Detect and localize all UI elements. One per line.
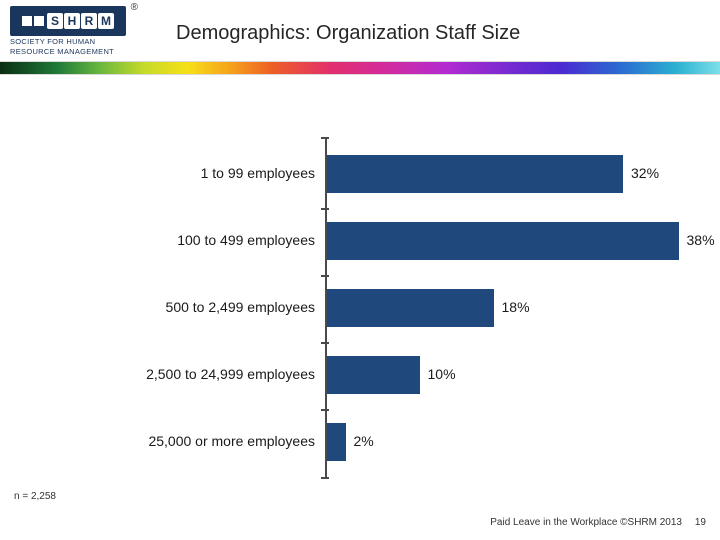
- registered-mark: ®: [131, 2, 138, 13]
- bar: [327, 289, 494, 327]
- category-label: 2,500 to 24,999 employees: [15, 366, 315, 382]
- category-label: 100 to 499 employees: [15, 232, 315, 248]
- logo-letters: S H R M: [47, 13, 114, 29]
- category-label: 25,000 or more employees: [15, 433, 315, 449]
- bar: [327, 356, 420, 394]
- axis-tick: [321, 275, 329, 277]
- axis-tick: [321, 409, 329, 411]
- footer-copyright: Paid Leave in the Workplace ©SHRM 2013: [490, 517, 682, 528]
- value-label: 38%: [687, 232, 715, 248]
- category-label: 1 to 99 employees: [15, 165, 315, 181]
- page-title: Demographics: Organization Staff Size: [176, 22, 520, 45]
- axis-tick: [321, 208, 329, 210]
- sample-size: n = 2,258: [14, 491, 56, 502]
- category-label: 500 to 2,499 employees: [15, 299, 315, 315]
- axis-tick: [321, 137, 329, 139]
- rainbow-divider: [0, 62, 720, 74]
- value-label: 2%: [354, 433, 374, 449]
- axis-tick: [321, 342, 329, 344]
- value-label: 10%: [428, 366, 456, 382]
- logo-squares-icon: [22, 16, 44, 26]
- shrm-logo: S H R M ® SOCIETY FOR HUMAN RESOURCE MAN…: [10, 6, 140, 56]
- logo-subtitle-2: RESOURCE MANAGEMENT: [10, 48, 140, 56]
- logo-subtitle-1: SOCIETY FOR HUMAN: [10, 38, 140, 46]
- page-number: 19: [695, 517, 706, 528]
- header: S H R M ® SOCIETY FOR HUMAN RESOURCE MAN…: [0, 0, 720, 64]
- value-label: 18%: [502, 299, 530, 315]
- bar: [327, 423, 346, 461]
- bar: [327, 222, 679, 260]
- bar: [327, 155, 623, 193]
- staff-size-chart: 1 to 99 employees 32% 100 to 499 employees…: [0, 120, 720, 490]
- value-label: 32%: [631, 165, 659, 181]
- axis-tick: [321, 477, 329, 479]
- slide: S H R M ® SOCIETY FOR HUMAN RESOURCE MAN…: [0, 0, 720, 540]
- logo-box: S H R M ®: [10, 6, 126, 36]
